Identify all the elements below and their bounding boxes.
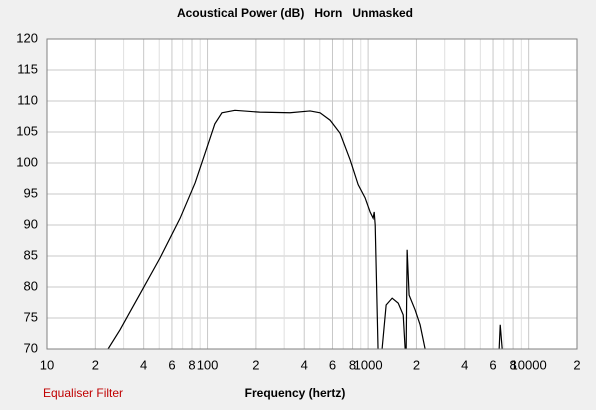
- x-tick-label: 100: [197, 357, 219, 372]
- y-tick-label: 80: [24, 278, 38, 293]
- x-tick-label: 8: [509, 357, 516, 372]
- x-tick-label: 6: [329, 357, 336, 372]
- x-tick-label: 2: [413, 357, 420, 372]
- plot: [107, 109, 503, 349]
- x-tick-label: 4: [301, 357, 308, 372]
- y-tick-label: 70: [24, 340, 38, 355]
- x-tick-label: 4: [140, 357, 147, 372]
- equaliser-filter-button[interactable]: Equaliser Filter: [43, 386, 123, 400]
- x-tick-label: 2: [573, 357, 580, 372]
- y-tick-label: 90: [24, 216, 38, 231]
- y-tick-label: 110: [17, 92, 38, 107]
- data-line: [107, 109, 503, 349]
- x-tick-label: 6: [489, 357, 496, 372]
- x-tick-label: 1000: [354, 357, 383, 372]
- x-tick-label: 8: [349, 357, 356, 372]
- chart-title: Acoustical Power (dB) Horn Unmasked: [177, 6, 413, 20]
- x-axis-label: Frequency (hertz): [245, 386, 346, 400]
- x-tick-label: 6: [168, 357, 175, 372]
- plot-frame: [46, 38, 578, 350]
- y-tick-label: 100: [16, 154, 38, 169]
- x-tick-label: 8: [188, 357, 195, 372]
- y-tick-label: 120: [16, 30, 38, 45]
- x-tick-label: 10: [40, 357, 54, 372]
- x-tick-label: 4: [461, 357, 468, 372]
- y-tick-label: 105: [16, 123, 38, 138]
- x-tick-label: 2: [252, 357, 259, 372]
- x-tick-label: 10000: [511, 357, 547, 372]
- y-tick-label: 75: [24, 309, 38, 324]
- y-tick-label: 115: [17, 61, 38, 76]
- y-tick-label: 85: [24, 247, 38, 262]
- x-tick-label: 2: [92, 357, 99, 372]
- y-tick-label: 95: [24, 185, 38, 200]
